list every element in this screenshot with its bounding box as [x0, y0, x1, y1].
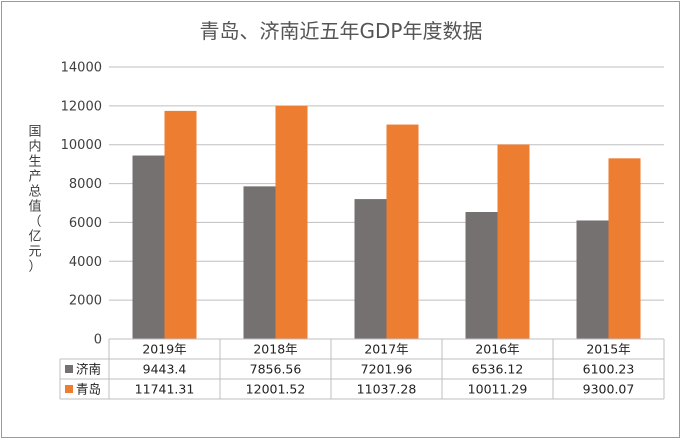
chart-title: 青岛、济南近五年GDP年度数据 — [200, 19, 483, 43]
bar-济南-2015年 — [576, 220, 609, 339]
data-label: 7856.56 — [250, 362, 302, 377]
y-tick-label: 2000 — [69, 294, 102, 309]
y-tick-label: 12000 — [61, 99, 102, 114]
data-label: 11741.31 — [135, 382, 195, 397]
category-label: 2019年 — [142, 342, 186, 357]
bar-济南-2017年 — [354, 199, 387, 339]
y-tick-label: 14000 — [61, 61, 102, 76]
legend-key-青岛 — [65, 385, 73, 393]
data-label: 6100.23 — [583, 362, 635, 377]
y-tick-label: 6000 — [69, 216, 102, 231]
y-tick-label: 8000 — [69, 177, 102, 192]
bar-青岛-2016年 — [497, 144, 530, 339]
legend-label-青岛: 青岛 — [76, 382, 101, 397]
category-label: 2017年 — [364, 342, 408, 357]
bars — [132, 105, 641, 340]
data-label: 6536.12 — [472, 362, 524, 377]
category-label: 2015年 — [586, 342, 630, 357]
bar-青岛-2019年 — [164, 110, 197, 339]
y-tick-label: 4000 — [69, 255, 102, 270]
bar-青岛-2018年 — [275, 105, 308, 340]
category-label: 2018年 — [253, 342, 297, 357]
category-label: 2016年 — [475, 342, 519, 357]
y-tick-labels: 0 2000 4000 6000 8000 10000 12000 14000 — [61, 61, 102, 348]
data-label: 12001.52 — [246, 382, 306, 397]
y-tick-label: 10000 — [61, 138, 102, 153]
legend-key-济南 — [65, 365, 73, 373]
y-axis-label: 国内生产总值（亿元） — [28, 125, 41, 275]
legend-label-济南: 济南 — [76, 362, 101, 377]
bar-青岛-2017年 — [386, 124, 419, 339]
bar-济南-2019年 — [132, 155, 165, 339]
data-label: 7201.96 — [361, 362, 413, 377]
data-label: 11037.28 — [357, 382, 417, 397]
data-label: 9300.07 — [583, 382, 635, 397]
bar-济南-2016年 — [465, 212, 498, 339]
bar-济南-2018年 — [243, 186, 276, 339]
y-tick-label: 0 — [94, 333, 102, 348]
data-label: 9443.4 — [143, 362, 187, 377]
data-label: 10011.29 — [468, 382, 528, 397]
bar-青岛-2015年 — [608, 158, 641, 339]
